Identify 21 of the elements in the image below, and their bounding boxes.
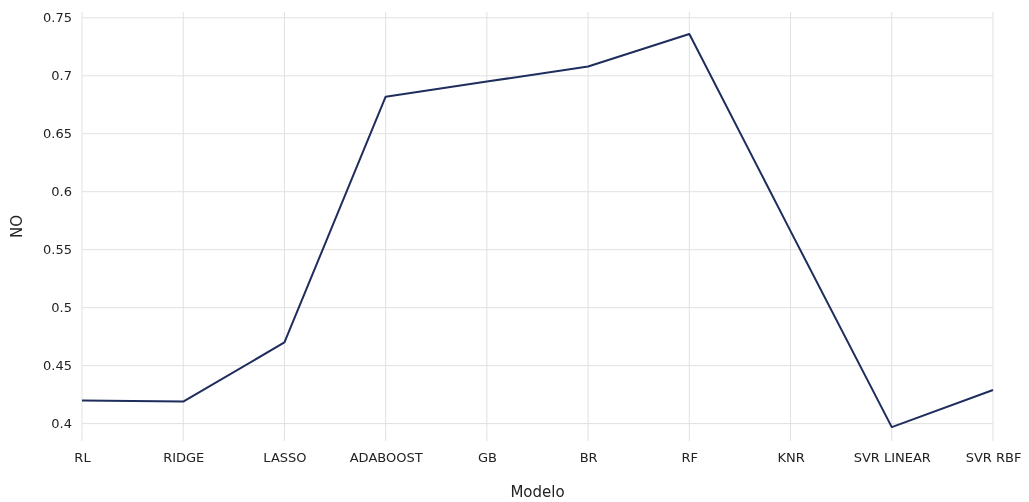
y-tick-label: 0.75 <box>43 10 72 26</box>
y-tick-label: 0.45 <box>43 358 72 374</box>
y-tick-label: 0.7 <box>51 68 72 84</box>
x-tick-label: SVR RBF <box>965 450 1022 466</box>
y-tick-label: 0.4 <box>51 416 72 432</box>
x-tick-label: BR <box>579 450 598 466</box>
x-tick-label: ADABOOST <box>349 450 423 466</box>
x-tick-label: RF <box>681 450 699 466</box>
y-tick-label: 0.6 <box>51 184 72 200</box>
x-tick-label: LASSO <box>263 450 307 466</box>
x-tick-label: RIDGE <box>163 450 205 466</box>
y-tick-label: 0.55 <box>43 242 72 258</box>
line-series <box>81 33 994 429</box>
x-axis-title: Modelo <box>510 483 565 501</box>
x-tick-label: GB <box>477 450 497 466</box>
y-tick-label: 0.5 <box>51 300 72 316</box>
x-tick-label: KNR <box>777 450 805 466</box>
y-tick-label: 0.65 <box>43 126 72 142</box>
x-tick-label: RL <box>74 450 92 466</box>
x-tick-label: SVR LINEAR <box>853 450 931 466</box>
y-axis-title: NO <box>8 214 26 239</box>
